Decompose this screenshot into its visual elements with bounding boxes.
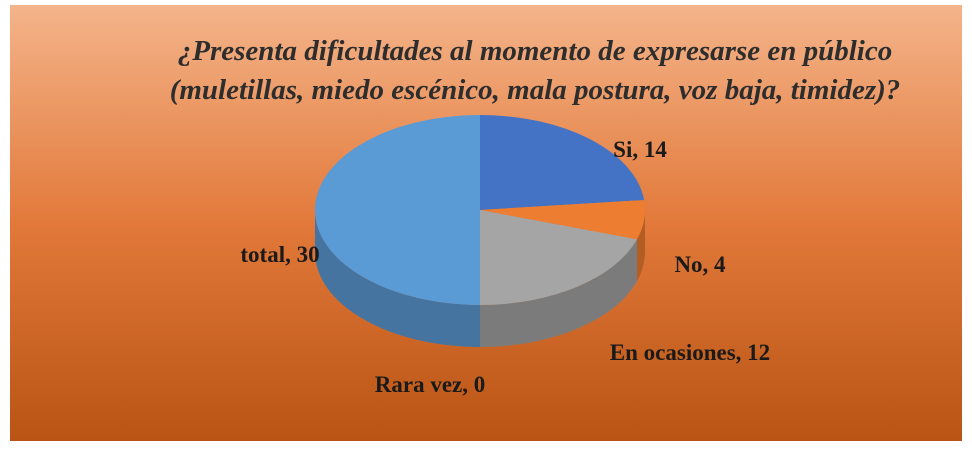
pie-side-shade bbox=[480, 239, 637, 347]
data-label: total, 30 bbox=[240, 242, 320, 267]
pie-side bbox=[636, 210, 645, 282]
chart-title: ¿Presenta dificultades al momento de exp… bbox=[169, 35, 901, 106]
data-label: Rara vez, 0 bbox=[374, 372, 486, 397]
pie-slice bbox=[480, 115, 645, 210]
data-label: En ocasiones, 12 bbox=[609, 340, 771, 365]
pie-slice bbox=[480, 210, 637, 305]
data-label: Si, 14 bbox=[613, 137, 667, 162]
pie-slice bbox=[315, 115, 480, 305]
pie-side bbox=[315, 210, 480, 347]
pie-side-shade bbox=[315, 210, 480, 347]
pie-side bbox=[480, 239, 637, 347]
pie-side-shade bbox=[636, 210, 645, 282]
pie-slice bbox=[480, 200, 646, 240]
pie bbox=[315, 115, 646, 347]
data-label: No, 4 bbox=[674, 252, 726, 277]
